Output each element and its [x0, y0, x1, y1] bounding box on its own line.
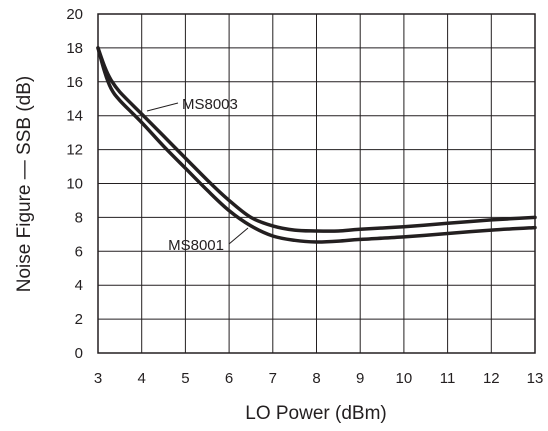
y-tick-label: 12 — [66, 142, 83, 159]
x-axis-title: LO Power (dBm) — [245, 403, 386, 424]
annotation-leader — [146, 102, 179, 112]
annotation-label-ms8001: MS8001 — [168, 237, 224, 254]
annotation-label-ms8003: MS8003 — [182, 96, 238, 113]
y-tick-label: 0 — [75, 345, 83, 362]
x-tick-label: 6 — [225, 370, 233, 387]
series-line-ms8003 — [96, 46, 537, 233]
annotation-leader — [228, 227, 249, 245]
plot-frame — [97, 13, 536, 354]
y-tick-label: 16 — [66, 74, 83, 91]
y-tick-label: 8 — [75, 209, 83, 226]
x-tick-label: 5 — [181, 370, 189, 387]
x-tick-label: 4 — [138, 370, 146, 387]
x-tick-label: 10 — [396, 370, 413, 387]
x-tick-labels: 3 4 5 6 7 8 9 10 11 12 13 — [94, 370, 544, 387]
x-tick-label: 8 — [312, 370, 320, 387]
series-annotations: MS8003 MS8001 — [146, 96, 249, 254]
y-tick-label: 14 — [66, 108, 83, 125]
y-tick-label: 4 — [75, 277, 83, 294]
series-line-ms8001 — [96, 46, 537, 244]
x-tick-label: 13 — [527, 370, 544, 387]
y-tick-label: 20 — [66, 6, 83, 23]
y-tick-labels: 0 2 4 6 8 10 12 14 16 18 20 — [66, 6, 83, 362]
y-tick-label: 6 — [75, 243, 83, 260]
x-tick-label: 9 — [356, 370, 364, 387]
x-tick-label: 7 — [269, 370, 277, 387]
grid — [97, 13, 536, 354]
x-tick-label: 11 — [440, 370, 456, 387]
series-lines — [96, 46, 537, 244]
y-axis-title: Noise Figure — SSB (dB) — [14, 76, 35, 292]
y-tick-label: 18 — [66, 40, 83, 57]
y-tick-label: 2 — [75, 311, 83, 328]
x-tick-label: 3 — [94, 370, 102, 387]
x-tick-label: 12 — [483, 370, 500, 387]
y-tick-label: 10 — [66, 176, 83, 193]
